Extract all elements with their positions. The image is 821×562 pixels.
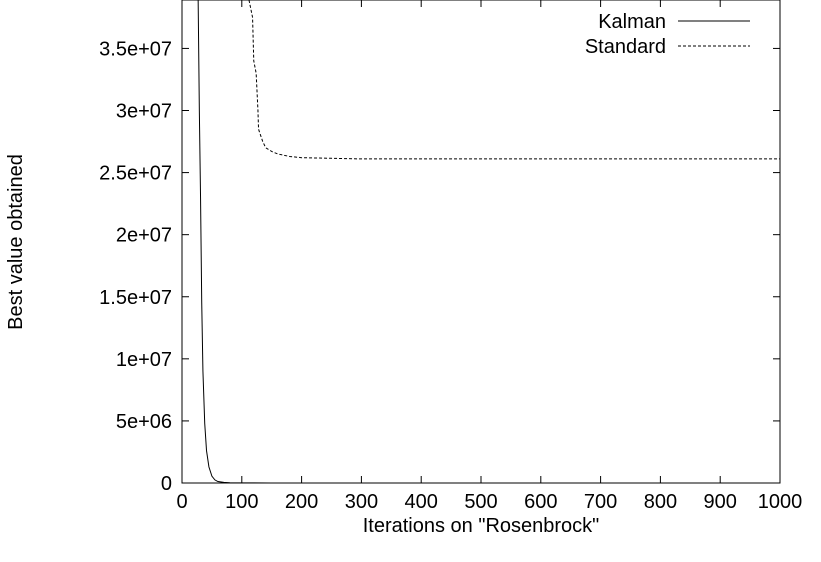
x-tick-label: 200 <box>285 491 318 513</box>
x-tick-label: 700 <box>584 491 617 513</box>
x-tick-label: 800 <box>644 491 677 513</box>
y-tick-label: 0 <box>161 473 172 495</box>
series-line-kalman <box>197 0 780 484</box>
x-tick-label: 400 <box>405 491 438 513</box>
y-tick-label: 2e+07 <box>116 225 172 247</box>
y-tick-label: 1e+07 <box>116 349 172 371</box>
x-axis: 0 100 200 300 400 500 600 700 800 900 1000 <box>176 0 802 513</box>
series-layer <box>197 0 780 484</box>
x-tick-label: 900 <box>704 491 737 513</box>
y-tick-label: 3.5e+07 <box>99 38 172 60</box>
legend-label-kalman: Kalman <box>598 11 666 33</box>
y-tick-label: 5e+06 <box>116 411 172 433</box>
plot-frame <box>181 0 781 484</box>
y-tick-label: 1.5e+07 <box>99 287 172 309</box>
x-tick-label: 500 <box>464 491 497 513</box>
y-axis: 0 5e+06 1e+07 1.5e+07 2e+07 2.5e+07 3e+07 3.5e+… <box>99 38 780 495</box>
y-tick-label: 3e+07 <box>116 101 172 123</box>
x-tick-label: 1000 <box>758 491 803 513</box>
x-tick-label: 0 <box>176 491 187 513</box>
legend-label-standard: Standard <box>585 36 666 58</box>
x-tick-label: 600 <box>524 491 557 513</box>
y-tick-label: 2.5e+07 <box>99 163 172 185</box>
y-axis-label: Best value obtained <box>5 154 27 330</box>
legend: Kalman Standard <box>585 11 750 58</box>
x-tick-label: 300 <box>345 491 378 513</box>
series-line-standard <box>248 0 780 160</box>
x-axis-label: Iterations on "Rosenbrock" <box>363 515 600 537</box>
x-tick-label: 100 <box>225 491 258 513</box>
